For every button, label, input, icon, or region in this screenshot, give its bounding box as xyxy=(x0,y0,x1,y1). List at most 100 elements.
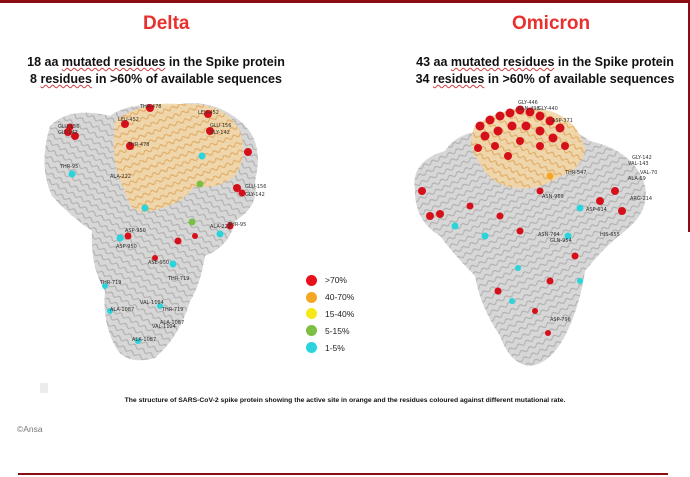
delta-residue-markers xyxy=(64,104,252,344)
delta-residue-marker xyxy=(157,303,163,309)
image-credit: ©Ansa xyxy=(17,424,43,434)
omicron-residue-marker xyxy=(515,105,525,115)
delta-residue-label: GLY-142 xyxy=(245,192,265,198)
legend-color-swatch xyxy=(306,325,317,337)
delta-residue-label: VAL-1104 xyxy=(152,324,176,330)
omicron-residue-label: VAL-70 xyxy=(640,170,657,176)
delta-residue-marker xyxy=(204,110,212,118)
legend-label: >70% xyxy=(325,275,347,286)
omicron-residue-marker xyxy=(436,210,444,218)
legend-item: 40-70% xyxy=(306,289,386,306)
omicron-residue-label: GLY-440 xyxy=(538,106,558,112)
omicron-residue-marker xyxy=(480,131,490,141)
omicron-residue-marker xyxy=(451,222,459,230)
delta-residue-marker xyxy=(216,230,224,238)
delta-residue-label: THR-719 xyxy=(167,276,189,282)
delta-residue-marker xyxy=(226,222,234,230)
delta-residue-marker xyxy=(206,127,214,135)
omicron-residue-marker xyxy=(491,142,499,150)
delta-residue-marker xyxy=(135,338,141,344)
omicron-residue-marker xyxy=(496,212,504,220)
omicron-residue-marker xyxy=(618,207,626,215)
delta-residue-label: LEU-452 xyxy=(198,110,219,116)
delta-residue-marker xyxy=(174,237,182,245)
delta-residue-marker xyxy=(116,234,124,242)
legend-item: 5-15% xyxy=(306,322,386,339)
legend-label: 40-70% xyxy=(325,292,355,303)
omicron-residue-marker xyxy=(505,108,515,118)
omicron-residue-marker xyxy=(546,172,554,180)
omicron-residue-marker xyxy=(426,212,434,220)
omicron-residue-marker xyxy=(516,227,524,235)
legend-item: 1-5% xyxy=(306,339,386,356)
omicron-residue-marker xyxy=(535,111,545,121)
delta-residue-label: THR-719 xyxy=(99,280,121,286)
omicron-residue-marker xyxy=(548,133,558,143)
delta-residue-label: VAL-1104 xyxy=(140,300,164,306)
delta-residue-marker xyxy=(141,204,149,212)
delta-residue-marker xyxy=(192,233,198,239)
legend-color-swatch xyxy=(306,274,317,286)
legend-color-swatch xyxy=(306,308,317,320)
delta-residue-label: ASP-950 xyxy=(125,228,146,234)
delta-residue-marker xyxy=(196,180,204,188)
omicron-residue-label: GLN-498 xyxy=(518,106,540,112)
omicron-residue-marker xyxy=(504,152,512,160)
delta-residue-label: ALA-1087 xyxy=(132,337,156,343)
omicron-residue-marker xyxy=(577,278,583,284)
delta-residue-label: ALA-222 xyxy=(210,224,231,230)
omicron-residue-label: ARG-214 xyxy=(630,196,652,202)
delta-residue-marker xyxy=(68,170,76,178)
delta-residue-label: ALA-1087 xyxy=(160,320,184,326)
delta-residue-label: ASE-950 xyxy=(148,260,169,266)
legend-color-swatch xyxy=(306,291,317,303)
delta-residue-marker xyxy=(71,132,79,140)
omicron-residue-label: GLN-954 xyxy=(550,238,572,244)
figure-caption: The structure of SARS-CoV-2 spike protei… xyxy=(124,397,566,404)
delta-residue-labels: THR-478LEU-452LEU-452GLU-156GLY-142THR-4… xyxy=(58,104,266,343)
delta-count-line: 18 aa mutated residues in the Spike prot… xyxy=(27,55,285,69)
omicron-residue-label: ASP-371 xyxy=(552,118,573,124)
omicron-residue-marker xyxy=(536,142,544,150)
omicron-count-line: 43 aa mutated residues in the Spike prot… xyxy=(416,55,674,69)
bottom-border xyxy=(18,473,668,475)
omicron-residue-marker xyxy=(545,116,555,126)
omicron-residue-label: GLY-142 xyxy=(632,155,652,161)
delta-residue-marker xyxy=(152,255,158,261)
delta-residue-marker xyxy=(238,189,246,197)
omicron-residue-marker xyxy=(546,277,554,285)
omicron-residue-marker xyxy=(545,330,551,336)
legend-label: 1-5% xyxy=(325,342,345,353)
omicron-residue-marker xyxy=(521,121,531,131)
omicron-residue-label: ASN-969 xyxy=(542,194,564,200)
delta-stats: 18 aa mutated residues in the Spike prot… xyxy=(16,54,296,88)
omicron-residue-marker xyxy=(536,187,544,195)
omicron-residue-marker xyxy=(494,287,502,295)
delta-residue-label: THR-478 xyxy=(139,104,161,110)
delta-title: Delta xyxy=(143,13,190,34)
omicron-residue-marker xyxy=(474,144,482,152)
delta-residue-marker xyxy=(121,120,129,128)
omicron-residue-marker xyxy=(481,232,489,240)
omicron-body xyxy=(414,123,646,366)
delta-residue-marker xyxy=(107,308,113,314)
omicron-residue-marker xyxy=(515,265,521,271)
omicron-residue-marker xyxy=(525,107,535,117)
right-border xyxy=(688,0,690,232)
delta-residue-label: THR-478 xyxy=(127,142,149,148)
omicron-residue-marker xyxy=(564,232,572,240)
omicron-residue-marker xyxy=(576,204,584,212)
omicron-residue-label: GLY-446 xyxy=(518,100,538,106)
delta-residue-label: ALA-222 xyxy=(110,174,131,180)
delta-residue-marker xyxy=(124,232,132,240)
delta-residue-marker xyxy=(146,104,154,112)
mutation-rate-legend: >70% 40-70% 15-40% 5-15% 1-5% xyxy=(306,272,386,356)
omicron-residue-label: ASP-614 xyxy=(586,207,607,213)
legend-label: 5-15% xyxy=(325,325,350,336)
delta-residue-label: THR-95 xyxy=(59,164,78,170)
omicron-residue-marker xyxy=(475,121,485,131)
omicron-residue-marker xyxy=(485,115,495,125)
omicron-residue-label: THR-547 xyxy=(564,170,586,176)
delta-residue-marker xyxy=(198,152,206,160)
delta-residue-marker xyxy=(66,123,74,131)
